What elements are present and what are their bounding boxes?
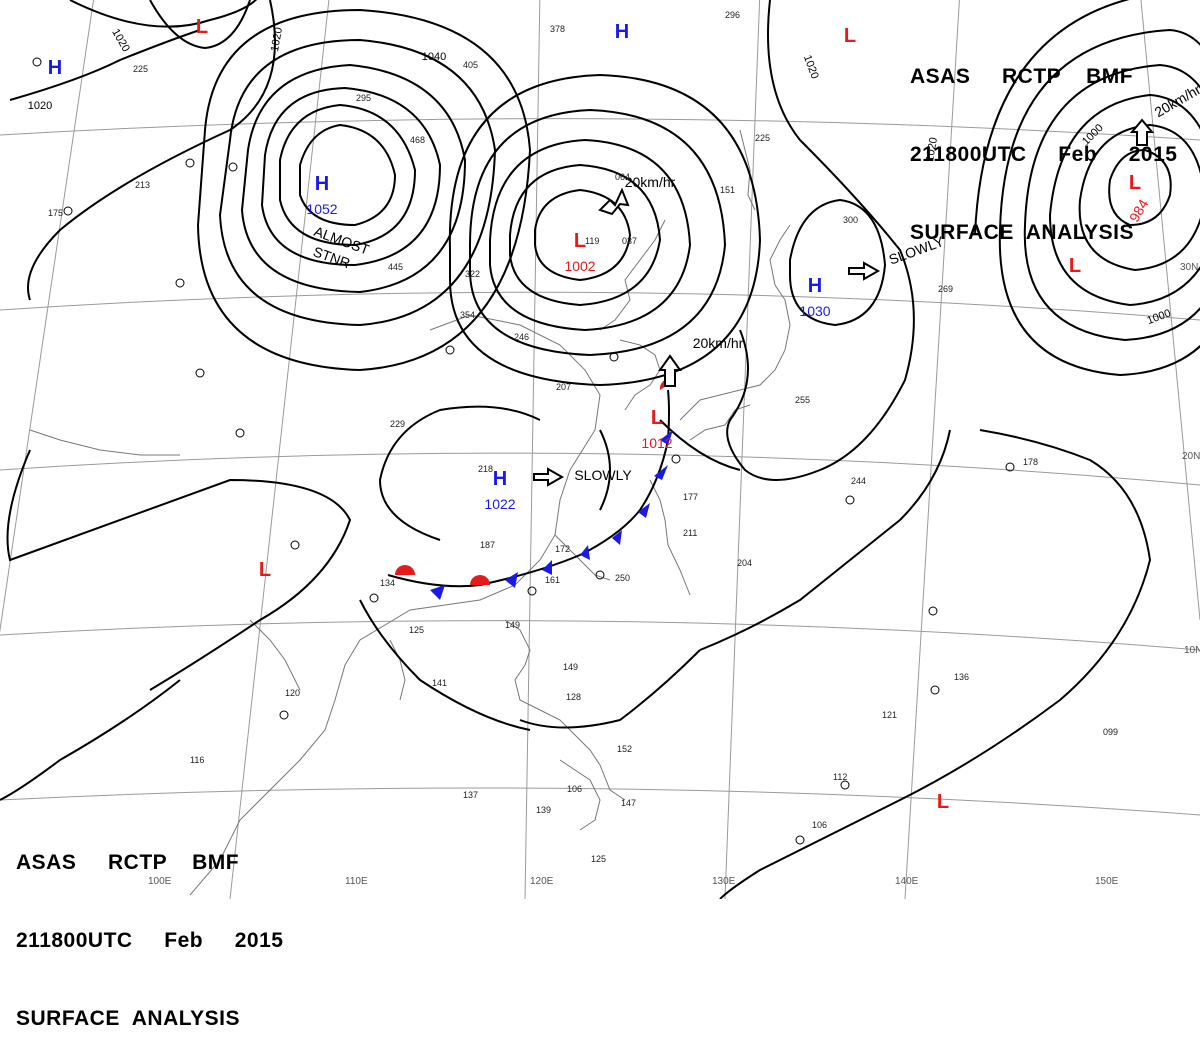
low-pressure-center: L — [1069, 255, 1081, 277]
latitude-label: 10N — [1184, 645, 1200, 656]
low-pressure-center: L — [574, 230, 586, 252]
station-value: 269 — [938, 284, 953, 294]
longitude-label: 130E — [712, 876, 736, 887]
station-value: 106 — [812, 820, 827, 830]
station-value: 225 — [133, 64, 148, 74]
station-value: 119 — [585, 236, 599, 246]
station-value: 149 — [563, 662, 578, 672]
station-value: 187 — [480, 540, 495, 550]
station-value: 125 — [591, 854, 606, 864]
station-value: 213 — [135, 180, 150, 190]
station-value: 112 — [833, 772, 847, 782]
header-top-line3: SURFACE ANALYSIS — [910, 221, 1134, 244]
station-value: 121 — [882, 710, 897, 720]
movement-label: 20km/hr — [693, 335, 744, 351]
movement-label: 20km/hr — [625, 174, 676, 190]
central-pressure-value: 1002 — [564, 258, 595, 274]
high-pressure-center: H — [315, 173, 329, 195]
low-pressure-center: L — [196, 16, 208, 38]
station-value: 137 — [463, 790, 478, 800]
station-value: 037 — [622, 236, 637, 246]
weather-map: 100E 110E 120E 130E 140E 150E 10N 20N 30N H H 1052 H… — [0, 0, 1200, 899]
station-value: 139 — [536, 805, 551, 815]
station-value: 322 — [465, 269, 480, 279]
header-bottom-line3: SURFACE ANALYSIS — [16, 1007, 240, 1030]
low-pressure-center: L — [259, 559, 271, 581]
isobar-label: 1020 — [28, 100, 52, 112]
station-value: 151 — [720, 185, 735, 195]
latitude-label: 20N — [1182, 451, 1200, 462]
isobar-label: 1020 — [924, 136, 940, 162]
station-value: 172 — [555, 544, 570, 554]
station-value: 218 — [478, 464, 493, 474]
isobar-label: 1040 — [422, 51, 446, 63]
header-top-line2: 211800UTC Feb 2015 — [910, 143, 1178, 166]
high-pressure-center: H — [808, 275, 822, 297]
movement-arrows — [533, 118, 1155, 487]
station-value: 229 — [390, 419, 405, 429]
station-value: 161 — [545, 575, 560, 585]
movement-label: SLOWLY — [574, 467, 632, 483]
station-value: 378 — [550, 24, 565, 34]
station-value: 136 — [954, 672, 969, 682]
low-pressure-center: L — [844, 25, 856, 47]
station-value: 128 — [566, 692, 581, 702]
station-value: 250 — [615, 573, 630, 583]
longitude-label: 140E — [895, 876, 919, 887]
station-value: 225 — [755, 133, 770, 143]
station-value: 300 — [843, 215, 858, 225]
longitude-label: 120E — [530, 876, 554, 887]
station-marks — [32, 57, 1015, 845]
station-value: 116 — [190, 755, 204, 765]
station-value: 134 — [380, 578, 395, 588]
station-value: 445 — [388, 262, 403, 272]
fronts — [387, 378, 675, 600]
station-value: 204 — [737, 558, 752, 568]
station-value: 405 — [463, 60, 478, 70]
station-value: 175 — [48, 208, 63, 218]
station-value: 152 — [617, 744, 632, 754]
station-value: 177 — [683, 492, 698, 502]
header-top-line1: ASAS RCTP BMF — [910, 65, 1134, 88]
low-pressure-center: L — [1129, 172, 1141, 194]
header-bottom-line1: ASAS RCTP BMF — [16, 851, 240, 874]
station-value: 149 — [505, 620, 520, 630]
station-value: 468 — [410, 135, 425, 145]
station-value: 106 — [567, 784, 582, 794]
low-pressure-center: L — [651, 407, 663, 429]
longitude-label: 100E — [148, 876, 172, 887]
latitude-label: 30N — [1180, 262, 1198, 273]
low-pressure-center: L — [937, 791, 949, 813]
station-value: 125 — [409, 625, 424, 635]
station-value: 211 — [683, 528, 697, 538]
coastlines — [29, 129, 791, 896]
central-pressure-value: 1022 — [484, 496, 515, 512]
central-pressure-value: 1012 — [641, 435, 672, 451]
station-value: 178 — [1023, 457, 1038, 467]
station-value: 099 — [1103, 727, 1118, 737]
longitude-label: 110E — [345, 876, 368, 887]
central-pressure-value: 1030 — [799, 303, 830, 319]
station-value: 064 — [615, 172, 630, 182]
station-value: 147 — [621, 798, 636, 808]
isobar-label: 1020 — [269, 26, 285, 52]
station-value: 141 — [432, 678, 447, 688]
station-value: 255 — [795, 395, 810, 405]
station-value: 120 — [285, 688, 300, 698]
high-pressure-center: H — [615, 21, 629, 43]
central-pressure-value: 1052 — [306, 201, 337, 217]
station-value: 246 — [514, 332, 529, 342]
station-value: 244 — [851, 476, 866, 486]
station-value: 295 — [356, 93, 371, 103]
header-bottom: ASAS RCTP BMF 211800UTC Feb 2015 SURFACE… — [16, 798, 283, 1058]
isobars — [0, 0, 1200, 899]
station-value: 354 — [460, 310, 475, 320]
high-pressure-center: H — [48, 57, 62, 79]
station-value: 207 — [556, 382, 571, 392]
station-value: 296 — [725, 10, 740, 20]
longitude-label: 150E — [1095, 876, 1119, 887]
high-pressure-center: H — [493, 468, 507, 490]
header-bottom-line2: 211800UTC Feb 2015 — [16, 929, 284, 952]
header-top: ASAS RCTP BMF 211800UTC Feb 2015 SURFACE… — [910, 12, 1177, 272]
